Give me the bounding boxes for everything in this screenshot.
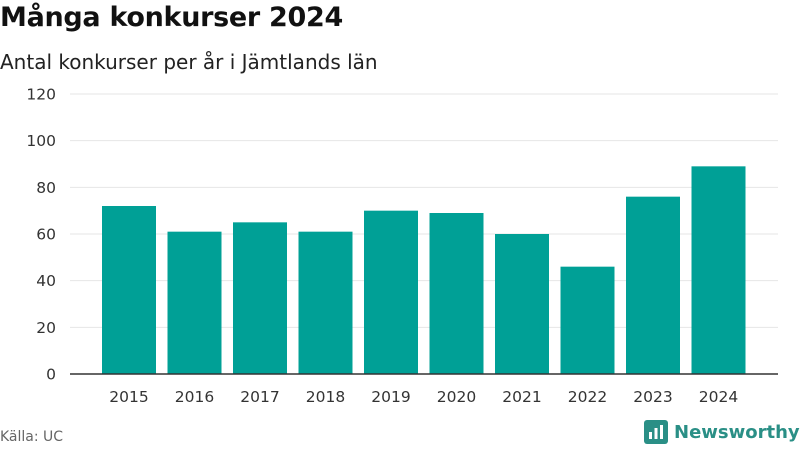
y-tick-label: 0 bbox=[46, 366, 56, 384]
bar-chart: 0 20 40 60 80 100 120 2015 2016 2017 2018 2019 2020 2… bbox=[26, 86, 778, 406]
x-tick-label: 2024 bbox=[699, 388, 738, 406]
chart-title: Många konkurser 2024 bbox=[0, 2, 343, 33]
bar bbox=[429, 213, 484, 374]
bar bbox=[233, 222, 287, 374]
y-tick-label: 20 bbox=[36, 319, 56, 337]
bar bbox=[691, 166, 746, 374]
y-tick-label: 120 bbox=[26, 86, 56, 104]
y-tick-label: 60 bbox=[36, 226, 56, 244]
bar bbox=[626, 196, 680, 374]
source-note: Källa: UC bbox=[0, 429, 64, 445]
brand-logo: Newsworthy bbox=[644, 420, 800, 444]
x-tick-label: 2022 bbox=[568, 388, 607, 406]
brand-name: Newsworthy bbox=[674, 421, 800, 443]
y-tick-label: 40 bbox=[36, 272, 56, 290]
bar bbox=[167, 231, 222, 374]
x-tick-label: 2020 bbox=[437, 388, 476, 406]
bar bbox=[495, 234, 549, 374]
bar bbox=[298, 231, 353, 374]
bar bbox=[364, 210, 418, 374]
x-tick-label: 2016 bbox=[175, 388, 214, 406]
bar bbox=[102, 206, 156, 374]
y-tick-label: 80 bbox=[36, 179, 56, 197]
bar-chart-icon bbox=[644, 420, 668, 444]
x-tick-label: 2021 bbox=[502, 388, 541, 406]
x-tick-label: 2015 bbox=[109, 388, 148, 406]
x-tick-label: 2019 bbox=[371, 388, 410, 406]
y-tick-label: 100 bbox=[26, 132, 56, 150]
chart-subtitle: Antal konkurser per år i Jämtlands län bbox=[0, 50, 378, 74]
x-tick-label: 2018 bbox=[306, 388, 345, 406]
bar bbox=[560, 266, 615, 374]
x-tick-label: 2023 bbox=[633, 388, 672, 406]
x-tick-label: 2017 bbox=[240, 388, 279, 406]
